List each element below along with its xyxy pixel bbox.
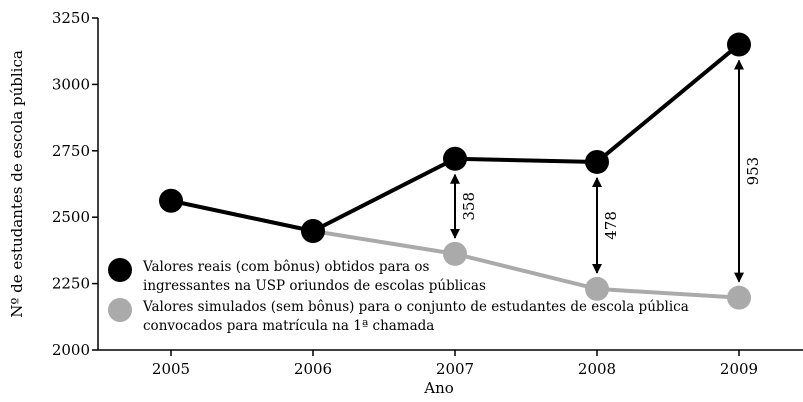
legend: Valores reais (com bônus) obtidos para o…	[108, 258, 689, 338]
data-point	[159, 188, 183, 213]
legend-marker	[108, 258, 132, 282]
y-tick-label: 2750	[52, 142, 90, 160]
y-tick-label: 3000	[52, 75, 90, 93]
data-point	[585, 276, 609, 301]
x-axis-label: Ano	[423, 379, 454, 397]
y-tick-label: 2500	[52, 208, 90, 226]
y-tick-label: 2000	[52, 341, 90, 359]
data-point	[443, 241, 467, 266]
data-point	[585, 149, 609, 174]
x-tick-label: 2005	[152, 360, 190, 378]
y-tick-label: 2250	[52, 275, 90, 293]
x-tick-label: 2007	[436, 360, 474, 378]
x-tick-label: 2006	[294, 360, 332, 378]
x-tick-label: 2008	[578, 360, 616, 378]
legend-label: Valores reais (com bônus) obtidos para o…	[143, 259, 486, 294]
y-tick-label: 3250	[52, 9, 90, 27]
legend-item: Valores reais (com bônus) obtidos para o…	[108, 258, 689, 296]
annotation: 953	[744, 157, 762, 186]
y-axis-label: Nº de estudantes de escola pública	[8, 50, 26, 318]
data-point	[727, 32, 751, 57]
data-point	[727, 285, 751, 310]
annotation: 358	[460, 192, 478, 221]
series-line	[312, 229, 740, 300]
data-point	[443, 146, 467, 171]
legend-label: Valores simulados (sem bônus) para o con…	[143, 299, 689, 334]
annotation: 478	[602, 211, 620, 240]
x-tick-label: 2009	[720, 360, 758, 378]
legend-item: Valores simulados (sem bônus) para o con…	[108, 298, 689, 336]
data-point	[301, 219, 325, 244]
legend-marker	[108, 298, 132, 322]
